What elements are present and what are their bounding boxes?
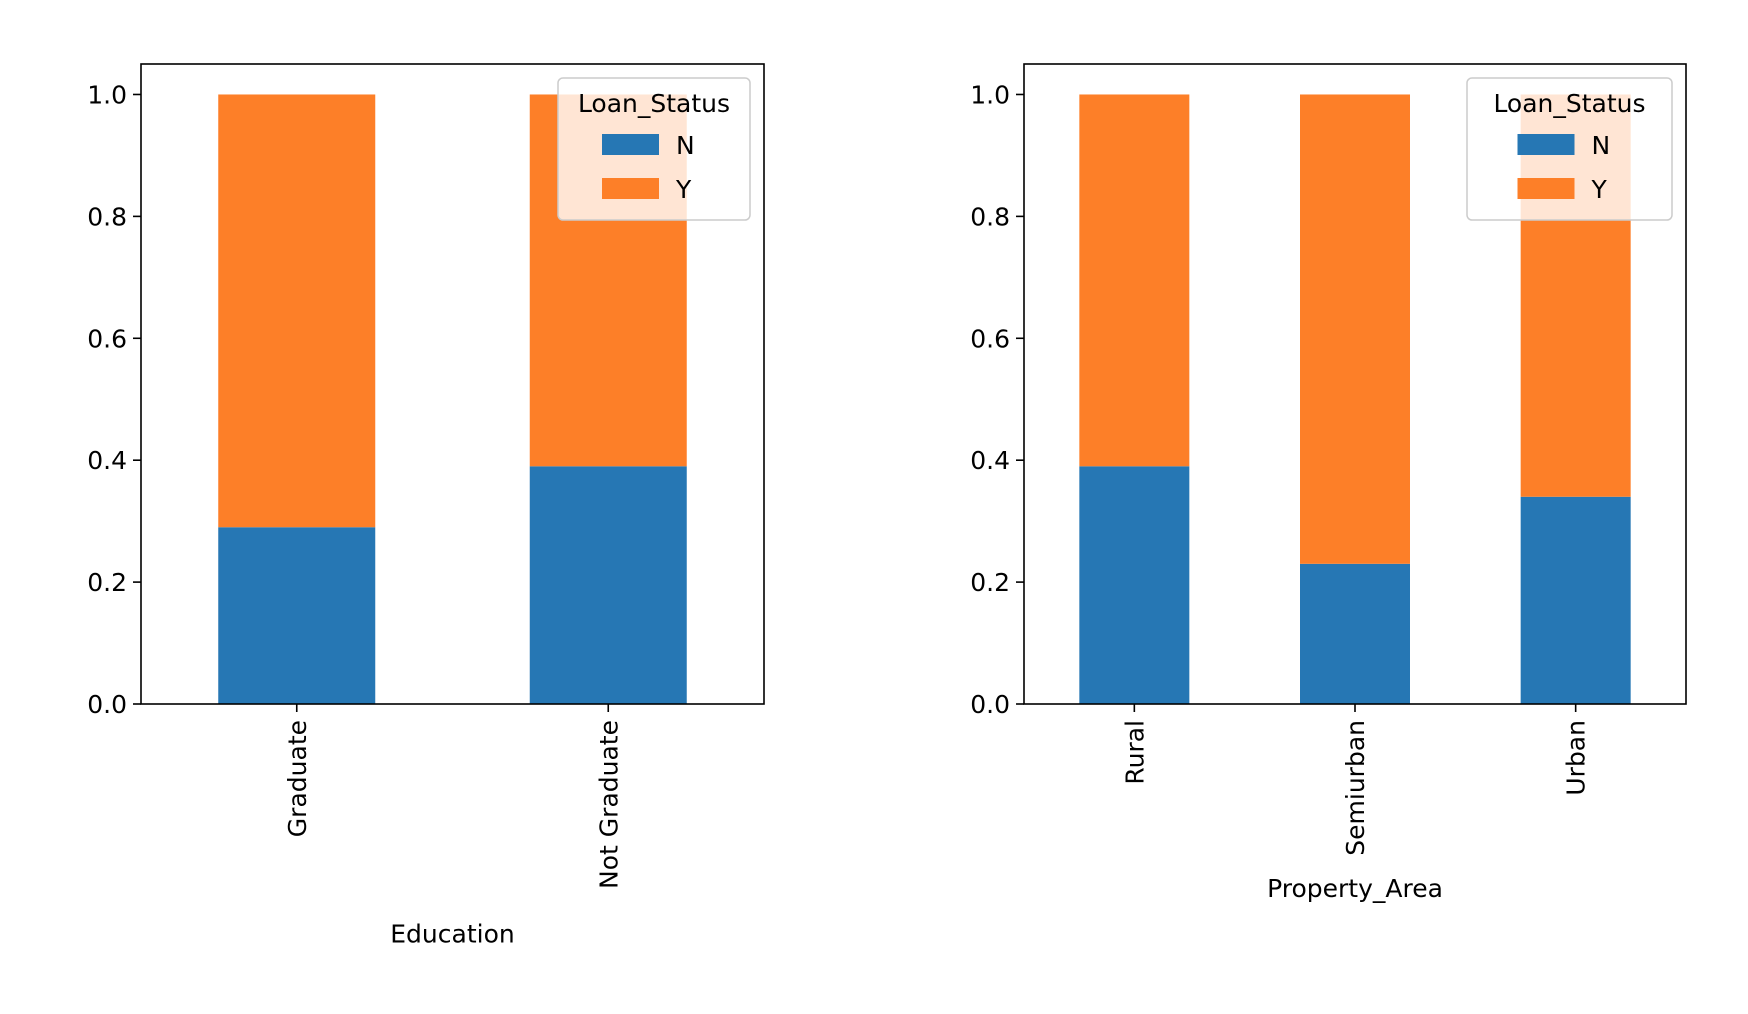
y-tick-label: 1.0	[87, 80, 127, 109]
y-tick-label: 0.4	[87, 446, 127, 475]
chart-2: 0.0 0.2 0.4 0.6 0.8 1.0 Rural Semiurban Urban Pro…	[970, 63, 1687, 903]
x-axis-label: Property_Area	[1267, 874, 1443, 903]
legend-label-n: N	[1592, 131, 1611, 160]
y-tick-label: 1.0	[970, 80, 1010, 109]
legend-label-y: Y	[675, 175, 692, 204]
y-tick-label: 0.0	[87, 690, 127, 719]
bar-y-semiurban	[1300, 94, 1410, 564]
chart-1: 0.0 0.2 0.4 0.6 0.8 1.0 Graduate Not Graduate Ed…	[87, 63, 765, 948]
bar-y-rural	[1079, 94, 1190, 467]
y-tick-label: 0.0	[970, 690, 1010, 719]
x-tick-label-not-graduate: Not Graduate	[594, 720, 623, 889]
legend-label-n: N	[676, 131, 695, 160]
bar-n-not-graduate	[529, 466, 687, 704]
y-tick-label: 0.8	[970, 202, 1010, 231]
axes-frame	[140, 63, 765, 705]
x-axis-label: Education	[390, 919, 514, 948]
y-tick-label: 0.8	[87, 202, 127, 231]
legend-label-y: Y	[1591, 175, 1608, 204]
bar-n-semiurban	[1300, 563, 1410, 704]
y-tick-label: 0.6	[87, 324, 127, 353]
legend-swatch-y	[602, 178, 659, 199]
x-tick-label-rural: Rural	[1120, 720, 1149, 785]
bar-y-graduate	[218, 94, 376, 528]
x-tick-label-urban: Urban	[1562, 720, 1591, 796]
legend-swatch-n	[602, 134, 659, 155]
y-tick-label: 0.6	[970, 324, 1010, 353]
legend-swatch-y	[1517, 178, 1575, 199]
legend-swatch-n	[1517, 134, 1575, 155]
y-tick-label: 0.4	[970, 446, 1010, 475]
legend-title: Loan_Status	[1493, 89, 1645, 118]
legend-title: Loan_Status	[578, 89, 730, 118]
y-tick-label: 0.2	[970, 568, 1010, 597]
y-tick-label: 0.2	[87, 568, 127, 597]
x-tick-label-semiurban: Semiurban	[1341, 720, 1370, 856]
bar-n-rural	[1079, 466, 1190, 704]
x-tick-label-graduate: Graduate	[283, 720, 312, 837]
bar-n-graduate	[218, 527, 376, 704]
bar-n-urban	[1520, 496, 1631, 704]
